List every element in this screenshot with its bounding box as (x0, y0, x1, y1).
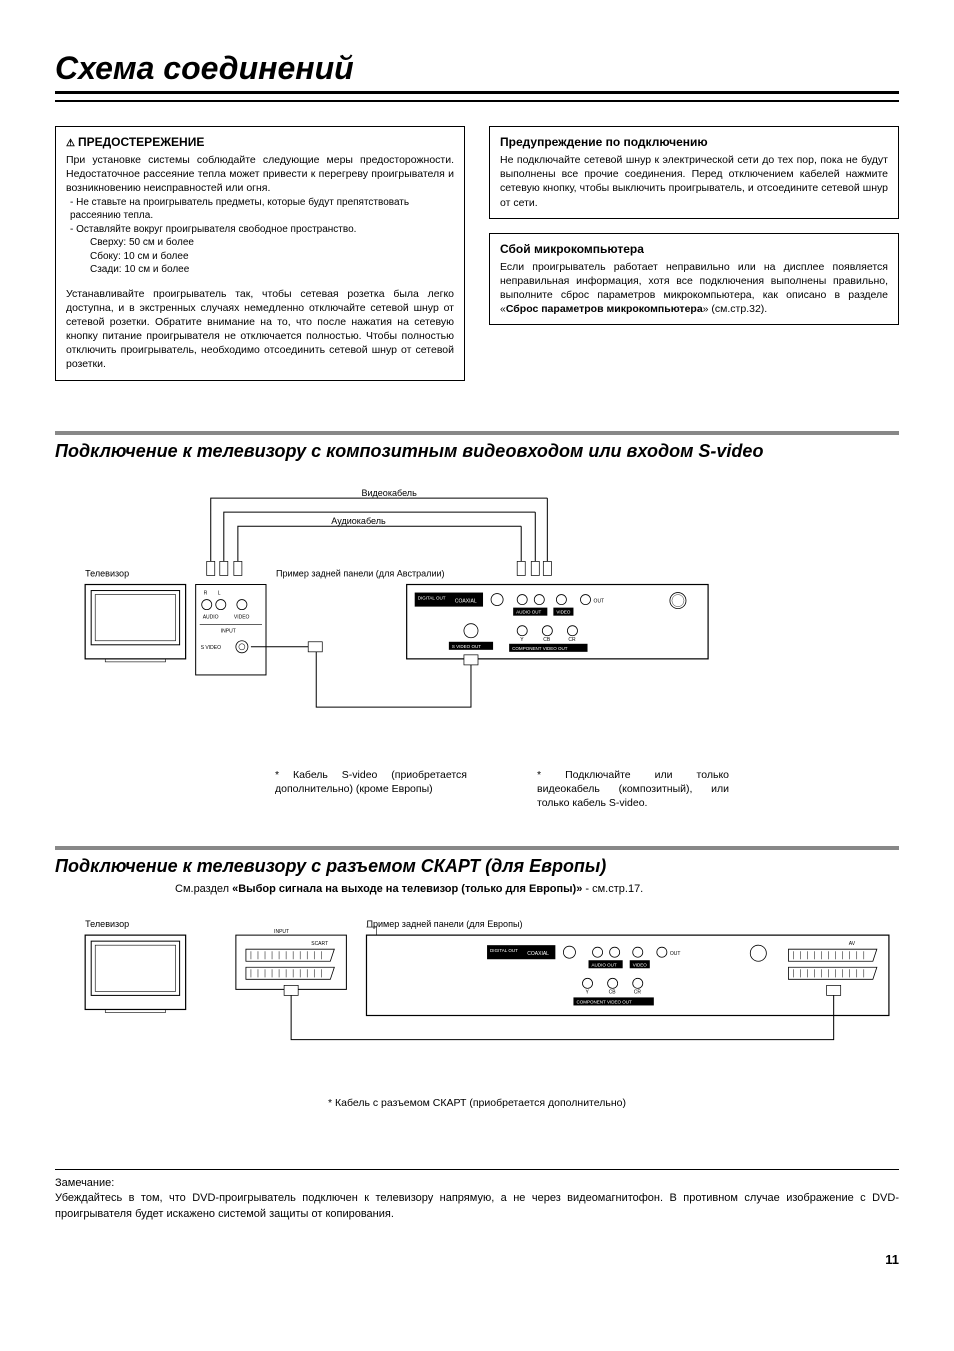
label-tv-l: L (218, 590, 221, 596)
caution-sub1: Сверху: 50 см и более (90, 236, 454, 250)
section1-note1: * Кабель S-video (приобретается дополнит… (275, 768, 467, 811)
left-column: ⚠ПРЕДОСТЕРЕЖЕНИЕ При установке системы с… (55, 126, 465, 395)
label-coaxial: COAXIAL (455, 598, 477, 604)
warning-icon: ⚠ (66, 138, 75, 149)
section2-note: * Кабель с разъемом СКАРТ (приобретается… (55, 1097, 899, 1109)
label-tv-audio: AUDIO (203, 614, 219, 620)
caution-p1: При установке системы соблюдайте следующ… (66, 153, 454, 196)
warning-boxes-row: ⚠ПРЕДОСТЕРЕЖЕНИЕ При установке системы с… (55, 126, 899, 395)
section2-sub-post: - см.стр.17. (582, 883, 643, 895)
diagram-scart: Телевизор INPUT SCART Пример задней пане… (55, 909, 899, 1070)
label-video2: VIDEO (633, 963, 648, 968)
section2-sub: См.раздел «Выбор сигнала на выходе на те… (175, 883, 899, 895)
label-cb: CB (543, 636, 551, 642)
label-y: Y (520, 636, 524, 642)
label-cb2: CB (609, 990, 617, 996)
label-out2: OUT (670, 952, 681, 958)
footer-label: Замечание: (55, 1177, 114, 1189)
caution-li2: - Оставляйте вокруг проигрывателя свобод… (70, 223, 454, 237)
footer-rule (55, 1169, 899, 1170)
label-input2: INPUT (274, 929, 289, 935)
conn-warning-text: Не подключайте сетевой шнур к электричес… (500, 153, 888, 210)
label-scart: SCART (311, 942, 328, 948)
caution-sub2: Сбоку: 10 см и более (90, 250, 454, 264)
label-component2: COMPONENT VIDEO OUT (576, 1000, 632, 1005)
caution-p2: Устанавливайте проигрыватель так, чтобы … (66, 287, 454, 372)
label-digital-out: DIGITAL OUT (418, 595, 446, 600)
label-tv-input: INPUT (221, 628, 236, 634)
label-svideo-out: S VIDEO OUT (452, 643, 481, 648)
connection-warning-box: Предупреждение по подключению Не подключ… (489, 126, 899, 219)
label-cr: CR (568, 636, 576, 642)
label-video: VIDEO (556, 609, 571, 614)
label-cr2: CR (634, 990, 642, 996)
section1-rule (55, 431, 899, 435)
label-component: COMPONENT VIDEO OUT (512, 645, 568, 650)
caution-heading-text: ПРЕДОСТЕРЕЖЕНИЕ (78, 135, 204, 149)
microcomputer-box: Сбой микрокомпьютера Если проигрыватель … (489, 233, 899, 326)
label-coaxial2: COAXIAL (527, 952, 549, 958)
page-number: 11 (55, 1252, 899, 1267)
label-out: OUT (594, 598, 605, 604)
label-audio-out2: AUDIO OUT (592, 963, 617, 968)
label-rear-panel2: Пример задней панели (для Европы) (366, 919, 522, 929)
label-tv2: Телевизор (85, 919, 129, 929)
section1-note2: * Подключайте или только видеокабель (ко… (537, 768, 729, 811)
label-av: AV (849, 942, 856, 948)
section1-notes: * Кабель S-video (приобретается дополнит… (55, 768, 899, 811)
section2-heading: Подключение к телевизору с разъемом СКАР… (55, 856, 899, 877)
section2-rule (55, 846, 899, 850)
label-audio-out: AUDIO OUT (516, 609, 541, 614)
section2-sub-pre: См.раздел (175, 883, 232, 895)
label-y2: Y (586, 990, 590, 996)
caution-heading: ⚠ПРЕДОСТЕРЕЖЕНИЕ (66, 135, 454, 149)
label-tv-r: R (204, 590, 208, 596)
label-digital-out2: DIGITAL OUT (490, 949, 518, 954)
label-video-cable: Видеокабель (361, 488, 417, 498)
label-tv: Телевизор (85, 568, 129, 578)
right-column: Предупреждение по подключению Не подключ… (489, 126, 899, 395)
page-title: Схема соединений (55, 50, 899, 94)
micro-heading: Сбой микрокомпьютера (500, 242, 888, 256)
caution-sub3: Сзади: 10 см и более (90, 263, 454, 277)
caution-li1: - Не ставьте на проигрыватель предметы, … (70, 196, 454, 223)
footer-body: Убеждайтесь в том, что DVD-проигрыватель… (55, 1192, 899, 1219)
micro-text-bold: Сброс параметров микрокомпьютера (506, 303, 703, 315)
label-tv-svideo: S VIDEO (201, 644, 221, 650)
label-rear-panel: Пример задней панели (для Австралии) (276, 568, 445, 578)
micro-text-post: » (см.стр.32). (703, 303, 768, 315)
conn-warning-heading: Предупреждение по подключению (500, 135, 888, 149)
label-audio-cable: Аудиокабель (331, 516, 386, 526)
section1-heading: Подключение к телевизору с композитным в… (55, 441, 899, 462)
footer-note: Замечание: Убеждайтесь в том, что DVD-пр… (55, 1176, 899, 1222)
caution-box: ⚠ПРЕДОСТЕРЕЖЕНИЕ При установке системы с… (55, 126, 465, 381)
label-tv-video: VIDEO (234, 614, 250, 620)
section2-sub-bold: «Выбор сигнала на выходе на телевизор (т… (232, 883, 582, 895)
title-underline (55, 100, 899, 102)
diagram-composite-svideo: Видеокабель Аудиокабель Телевизор R L AU… (55, 476, 899, 747)
micro-text: Если проигрыватель работает неправильно … (500, 260, 888, 317)
